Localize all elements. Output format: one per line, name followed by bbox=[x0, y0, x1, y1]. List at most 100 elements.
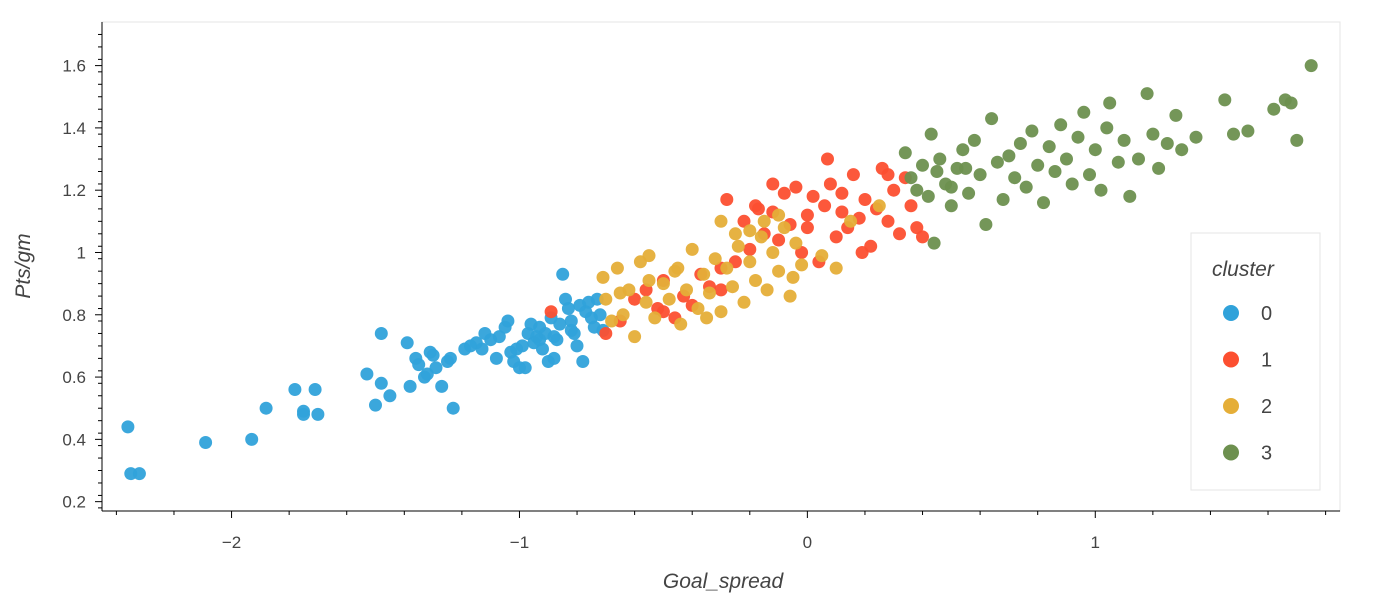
scatter-point bbox=[564, 323, 578, 337]
scatter-point bbox=[599, 327, 613, 340]
scatter-point bbox=[1169, 108, 1183, 122]
x-tick-label: −2 bbox=[222, 533, 241, 552]
scatter-point bbox=[858, 193, 872, 206]
x-tick-label: −1 bbox=[510, 533, 529, 552]
scatter-point bbox=[916, 158, 929, 172]
scatter-point bbox=[1025, 124, 1039, 138]
scatter-point bbox=[369, 398, 382, 412]
scatter-point bbox=[628, 330, 642, 344]
scatter-point bbox=[789, 236, 803, 250]
scatter-point bbox=[515, 339, 529, 353]
scatter-point bbox=[1048, 165, 1062, 178]
legend: cluster 0 1 2 3 bbox=[1190, 232, 1321, 491]
scatter-point bbox=[714, 283, 728, 297]
scatter-point bbox=[795, 246, 809, 259]
scatter-point bbox=[561, 302, 575, 315]
scatter-point bbox=[749, 274, 762, 287]
scatter-point bbox=[1100, 121, 1114, 135]
legend-label: 2 bbox=[1261, 396, 1272, 418]
scatter-point bbox=[757, 214, 771, 228]
legend-items: 0 1 2 3 bbox=[1223, 303, 1272, 465]
scatter-point bbox=[547, 351, 561, 365]
scatter-point bbox=[501, 314, 515, 328]
scatter-point bbox=[924, 127, 938, 141]
scatter-point bbox=[599, 292, 613, 306]
scatter-point bbox=[642, 249, 656, 263]
scatter-point bbox=[959, 161, 973, 175]
scatter-point bbox=[524, 317, 538, 331]
scatter-point bbox=[1123, 189, 1137, 203]
y-axis-title: Pts/gm bbox=[12, 233, 35, 298]
scatter-point bbox=[821, 152, 834, 166]
scatter-point bbox=[1042, 140, 1056, 154]
scatter-point bbox=[772, 208, 786, 222]
scatter-point bbox=[1284, 96, 1298, 110]
scatter-point bbox=[429, 361, 443, 375]
scatter-point bbox=[400, 336, 414, 350]
y-tick-label: 1.2 bbox=[62, 181, 86, 200]
scatter-point bbox=[927, 236, 941, 250]
scatter-point bbox=[435, 379, 449, 393]
scatter-point bbox=[556, 267, 570, 281]
scatter-point bbox=[815, 249, 829, 263]
scatter-point bbox=[823, 177, 837, 191]
scatter-point bbox=[544, 305, 558, 319]
scatter-point bbox=[576, 355, 590, 368]
y-tick-label: 1.6 bbox=[62, 57, 86, 76]
scatter-point bbox=[426, 348, 440, 362]
legend-label: 1 bbox=[1261, 350, 1272, 372]
scatter-point bbox=[956, 143, 970, 157]
scatter-point bbox=[1117, 133, 1131, 147]
y-tick-label: 0.4 bbox=[62, 430, 86, 449]
scatter-point bbox=[656, 277, 670, 291]
scatter-point bbox=[855, 246, 869, 259]
scatter-point bbox=[737, 295, 751, 309]
scatter-point bbox=[910, 183, 924, 197]
scatter-point bbox=[881, 214, 895, 228]
scatter-point bbox=[930, 165, 944, 178]
scatter-point bbox=[904, 171, 918, 185]
scatter-point bbox=[1140, 87, 1154, 101]
scatter-point bbox=[714, 305, 728, 319]
scatter-point bbox=[1037, 196, 1050, 210]
scatter-point bbox=[685, 242, 699, 256]
scatter-point bbox=[829, 261, 843, 275]
scatter-point bbox=[996, 193, 1010, 206]
scatter-point bbox=[985, 112, 999, 126]
scatter-point bbox=[605, 314, 619, 328]
scatter-point bbox=[403, 379, 417, 393]
scatter-point bbox=[749, 199, 762, 213]
scatter-point bbox=[967, 133, 981, 147]
scatter-point bbox=[916, 230, 929, 244]
scatter-point bbox=[806, 189, 820, 203]
scatter-point bbox=[893, 227, 906, 241]
scatter-point bbox=[564, 314, 578, 328]
scatter-point bbox=[1189, 130, 1203, 144]
points-layer bbox=[121, 59, 1318, 481]
scatter-point bbox=[1077, 105, 1091, 119]
scatter-point bbox=[642, 274, 656, 287]
x-tick-label: 1 bbox=[1091, 533, 1100, 552]
scatter-point bbox=[766, 246, 780, 259]
scatter-point bbox=[720, 261, 734, 275]
scatter-point bbox=[199, 436, 213, 449]
scatter-point bbox=[979, 218, 993, 231]
legend-marker bbox=[1223, 351, 1239, 368]
scatter-point bbox=[518, 361, 532, 375]
scatter-point bbox=[596, 270, 610, 284]
scatter-point bbox=[680, 283, 693, 297]
scatter-point bbox=[1008, 171, 1022, 185]
scatter-point bbox=[1071, 130, 1085, 144]
scatter-point bbox=[703, 286, 716, 300]
scatter-point bbox=[288, 383, 302, 396]
scatter-point bbox=[795, 258, 809, 272]
scatter-point bbox=[766, 177, 780, 191]
scatter-point bbox=[697, 267, 711, 281]
scatter-point bbox=[1019, 180, 1033, 194]
scatter-point bbox=[1241, 124, 1255, 138]
scatter-point bbox=[944, 180, 958, 194]
scatter-point bbox=[726, 280, 739, 294]
scatter-point bbox=[720, 193, 734, 206]
legend-label: 3 bbox=[1261, 443, 1272, 465]
